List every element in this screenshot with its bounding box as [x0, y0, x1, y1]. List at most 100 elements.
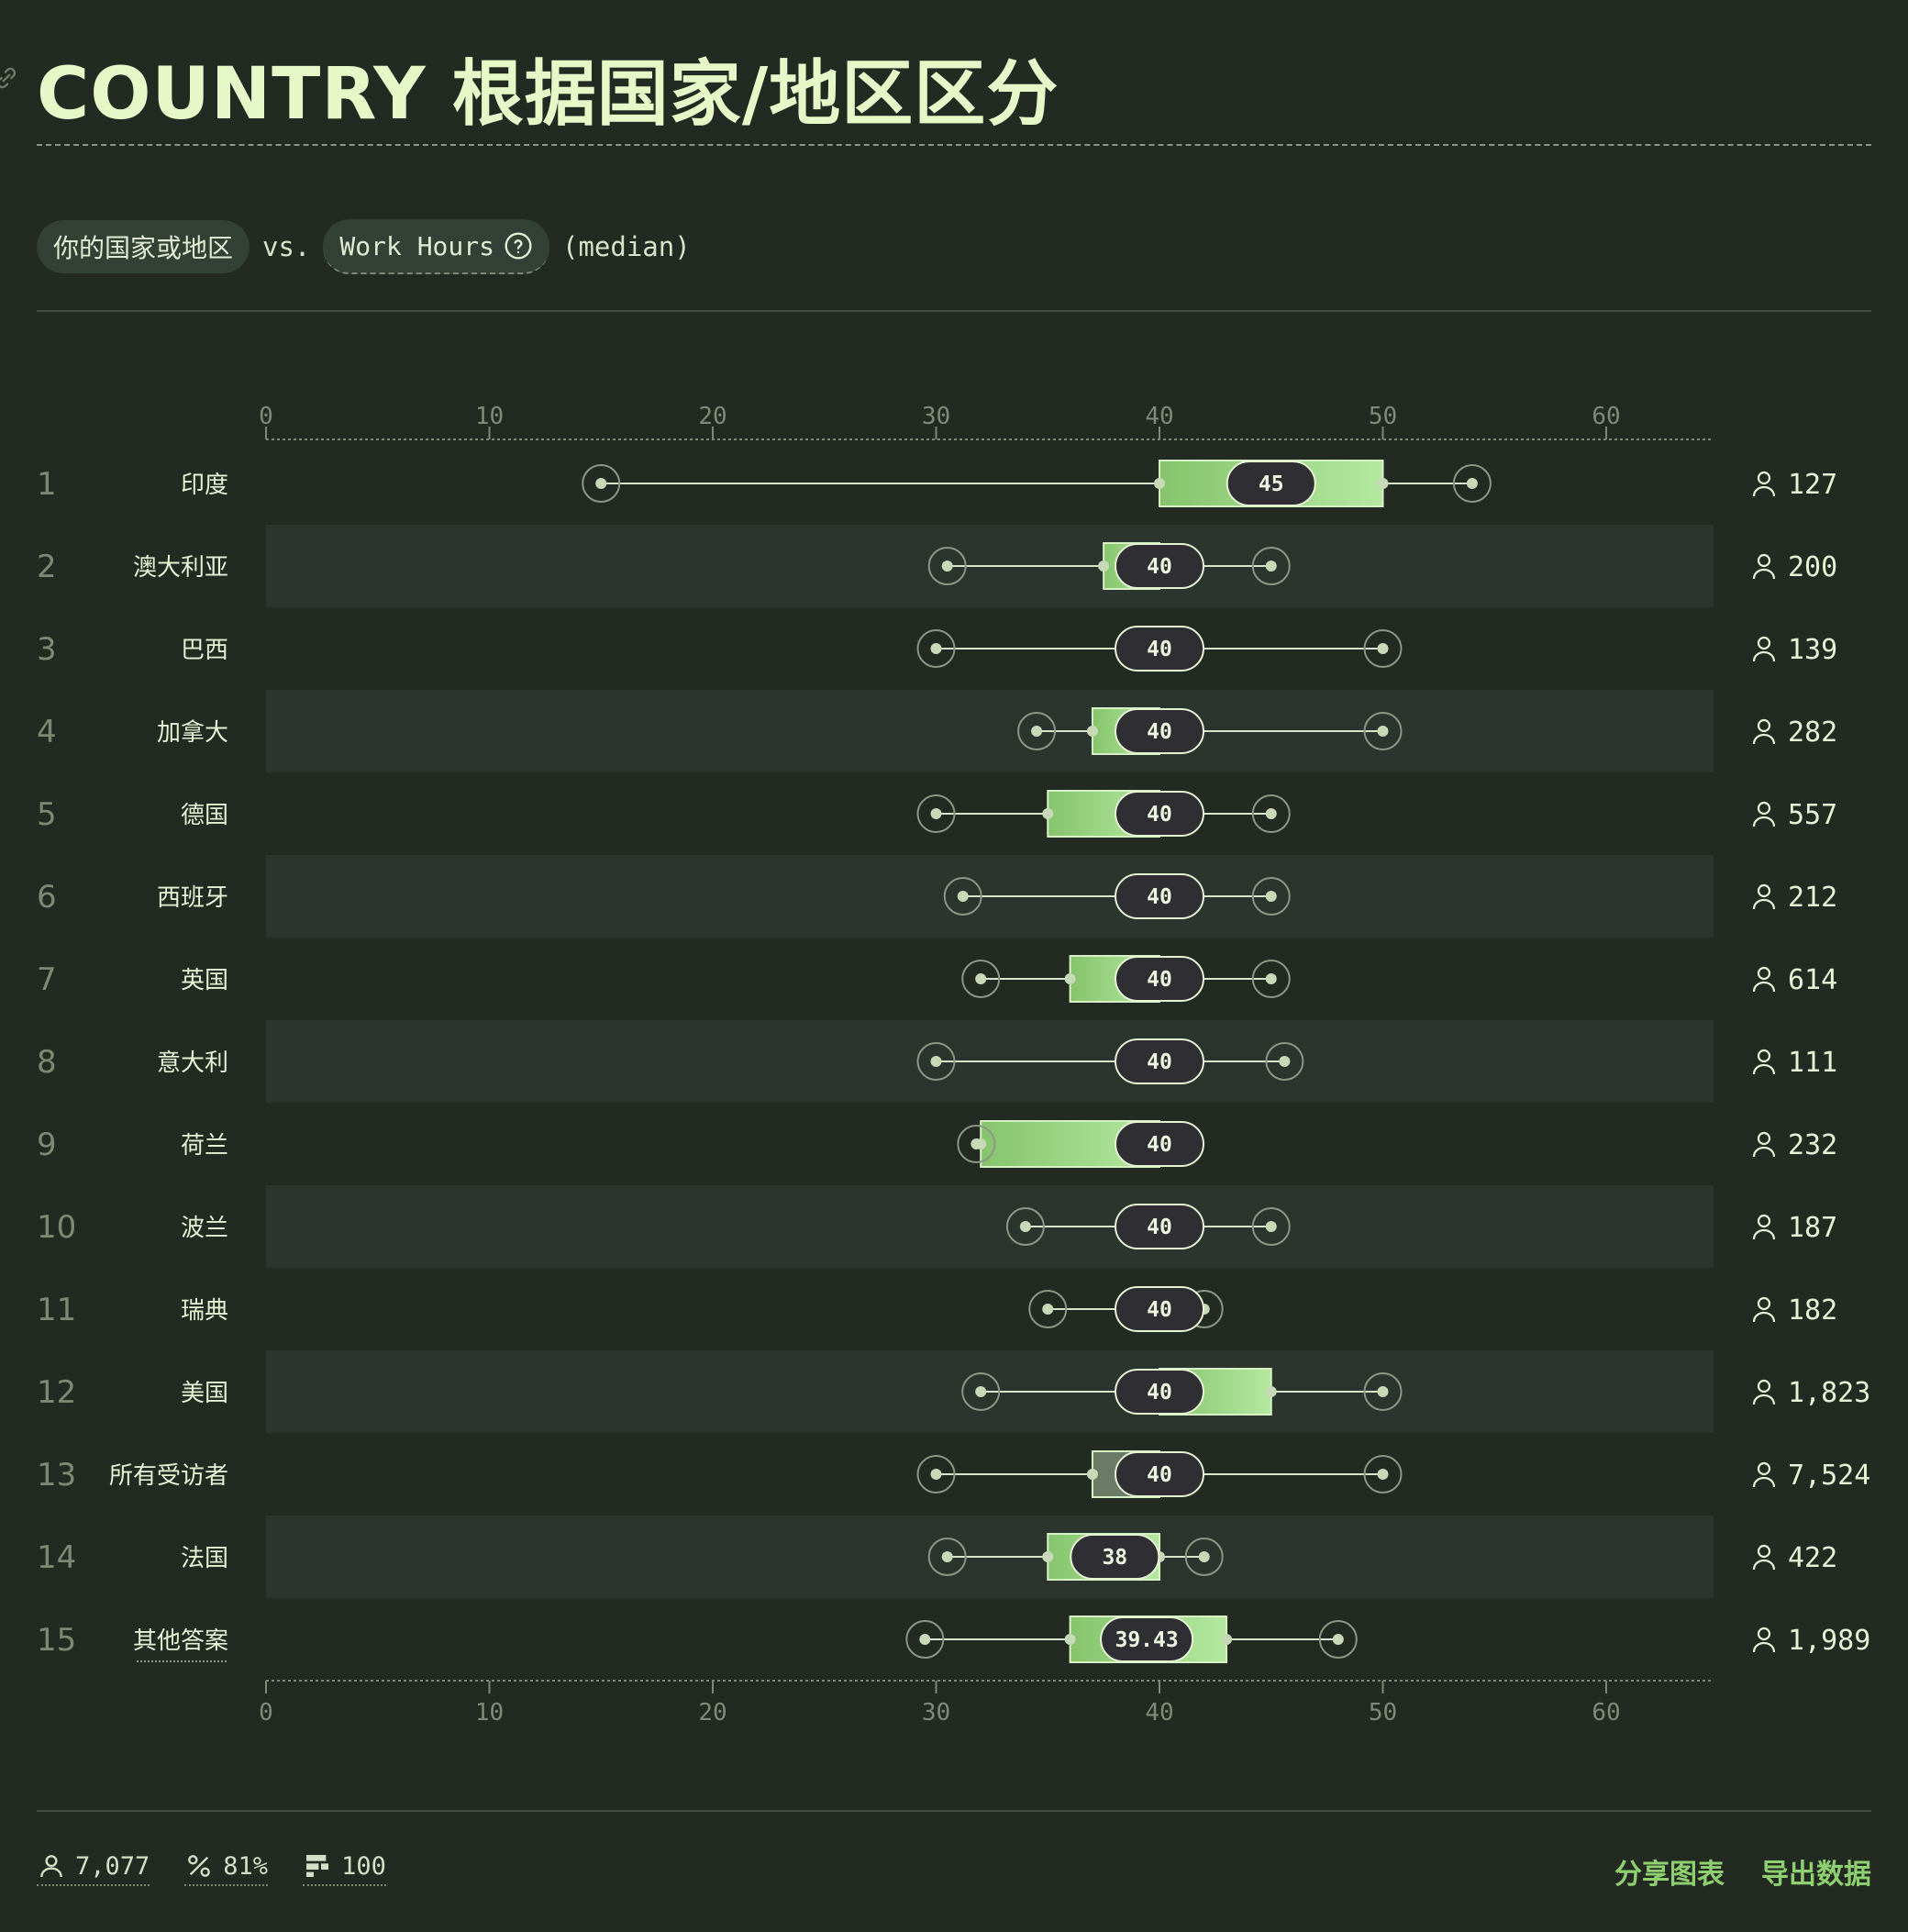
group-selector[interactable]: 你的国家或地区 [37, 220, 250, 273]
row-rank: 4 [37, 714, 57, 750]
median-label: 40 [1147, 1050, 1172, 1074]
respondent-count: 282 [1788, 716, 1837, 749]
person-icon [1752, 1627, 1776, 1653]
max-ring [1251, 1207, 1291, 1246]
person-icon [1752, 883, 1776, 910]
metric-selector[interactable]: Work Hours [323, 219, 549, 274]
footer-stats: 7,077 81% 100 [37, 1851, 421, 1886]
median-pill [1115, 1286, 1204, 1332]
min-ring [916, 1042, 956, 1081]
min-point [930, 1056, 942, 1067]
row-rank: 11 [37, 1292, 76, 1328]
median-pill [1115, 1204, 1204, 1249]
max-point [1377, 1386, 1389, 1397]
person-icon [1752, 801, 1776, 827]
q1-point [1042, 1551, 1054, 1562]
median-label: 38 [1102, 1546, 1127, 1570]
row-rank: 7 [37, 961, 57, 998]
median-label: 40 [1147, 555, 1172, 579]
respondent-count: 1,989 [1788, 1625, 1870, 1657]
metric-label: Work Hours [339, 230, 494, 261]
person-icon [1752, 718, 1776, 745]
bottom-axis-tick-label: 10 [475, 1699, 504, 1727]
min-ring [582, 464, 621, 503]
max-point [1265, 561, 1277, 572]
max-point [1377, 643, 1389, 654]
median-label: 40 [1147, 885, 1172, 909]
row-label: 西班牙 [157, 884, 228, 912]
bottom-axis-tick-label: 50 [1369, 1699, 1397, 1727]
row-band [266, 690, 1714, 772]
q1-point [975, 1138, 987, 1149]
respondent-count: 139 [1788, 634, 1837, 666]
person-icon [1752, 553, 1776, 580]
row-label: 瑞典 [181, 1297, 228, 1325]
top-axis-tick-label: 30 [922, 403, 950, 430]
row-rank: 9 [37, 1127, 57, 1163]
person-icon [1752, 1214, 1776, 1240]
questions-stat[interactable]: 100 [303, 1851, 386, 1886]
max-ring [1452, 464, 1492, 503]
min-ring [916, 629, 956, 668]
respondent-count: 200 [1788, 551, 1837, 583]
row-band [266, 1185, 1714, 1268]
q1-point [1086, 1469, 1098, 1480]
respondent-count: 111 [1788, 1047, 1837, 1079]
max-point [1466, 478, 1478, 489]
q3-point [1265, 1386, 1277, 1397]
max-point [1198, 1551, 1210, 1562]
respondents-stat[interactable]: 7,077 [37, 1851, 150, 1886]
max-point [1265, 1221, 1277, 1232]
row-label: 德国 [181, 802, 228, 829]
median-label: 40 [1147, 638, 1172, 661]
min-point [1042, 1304, 1054, 1315]
export-data-button[interactable]: 导出数据 [1761, 1859, 1871, 1891]
median-label: 40 [1147, 803, 1172, 827]
max-point [1377, 1469, 1389, 1480]
respondent-count: 422 [1788, 1542, 1837, 1574]
percent-stat[interactable]: 81% [184, 1851, 269, 1886]
min-ring [927, 1538, 967, 1576]
q3-point [1221, 1634, 1233, 1645]
link-icon[interactable] [0, 66, 18, 90]
median-pill [1115, 1038, 1204, 1084]
max-point [1265, 808, 1277, 819]
footer-actions: 分享图表 导出数据 [1578, 1851, 1871, 1892]
top-axis-tick-label: 0 [259, 403, 273, 430]
row-rank: 12 [37, 1374, 76, 1411]
min-point [919, 1634, 931, 1645]
person-icon [1752, 636, 1776, 662]
min-ring [927, 547, 967, 585]
questions-value: 100 [341, 1851, 386, 1881]
median-pill [1115, 626, 1204, 672]
median-label: 40 [1147, 968, 1172, 992]
top-axis-tick-label: 60 [1592, 403, 1620, 430]
median-label: 39.43 [1115, 1628, 1178, 1652]
row-rank: 5 [37, 796, 57, 833]
row-rank: 2 [37, 549, 57, 585]
median-pill [1115, 543, 1204, 589]
bottom-axis-tick-label: 30 [922, 1699, 950, 1727]
row-label: 波兰 [181, 1215, 228, 1242]
median-pill [1115, 1369, 1204, 1415]
min-ring [943, 877, 982, 916]
max-ring [1251, 877, 1291, 916]
q1-point [1042, 808, 1054, 819]
respondent-count: 614 [1788, 964, 1837, 996]
q1-point [1154, 478, 1165, 489]
help-icon[interactable] [504, 231, 533, 261]
top-axis-tick-label: 50 [1369, 403, 1397, 430]
q1-point [1064, 973, 1076, 984]
row-label: 法国 [181, 1545, 228, 1572]
percent-value: 81% [223, 1851, 269, 1881]
max-point [1332, 1634, 1344, 1645]
respondents-value: 7,077 [75, 1851, 150, 1881]
max-ring [1363, 712, 1403, 750]
min-point [941, 561, 953, 572]
min-point [1019, 1221, 1031, 1232]
share-chart-button[interactable]: 分享图表 [1614, 1859, 1725, 1891]
top-axis-tick-label: 10 [475, 403, 504, 430]
person-icon [1752, 1379, 1776, 1405]
person-icon [1752, 1461, 1776, 1488]
min-point [930, 808, 942, 819]
